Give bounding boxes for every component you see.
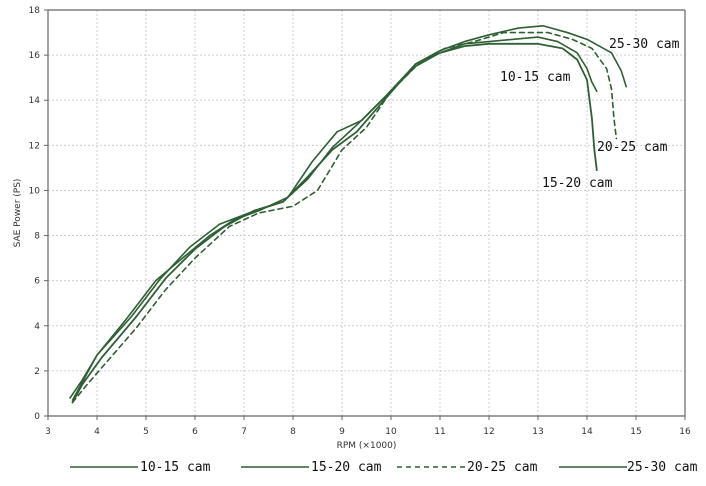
x-tick-label: 13 [532, 427, 543, 437]
x-tick-label: 15 [630, 427, 641, 437]
x-tick-label: 8 [290, 427, 296, 437]
y-tick-label: 0 [34, 412, 40, 422]
x-tick-label: 12 [483, 427, 494, 437]
series-line-20-25-cam [71, 31, 618, 404]
annotation-10-15-cam: 10-15 cam [500, 70, 571, 85]
annotation-20-25-cam: 20-25 cam [597, 140, 668, 155]
y-tick-label: 8 [34, 232, 40, 242]
series-layer [69, 24, 627, 404]
y-tick-label: 12 [29, 141, 40, 151]
annotation-25-30-cam: 25-30 cam [609, 37, 680, 52]
annotation-layer: 25-30 cam 10-15 cam 20-25 cam 15-20 cam [500, 37, 680, 191]
x-axis-label: RPM (×1000) [337, 441, 397, 451]
series-line-10-15-cam [71, 36, 598, 402]
x-tick-label: 3 [45, 427, 51, 437]
y-tick-label: 10 [29, 186, 41, 196]
legend-label-15-20-cam: 15-20 cam [311, 460, 382, 475]
y-tick-label: 18 [29, 6, 41, 16]
x-tick-label: 14 [581, 427, 593, 437]
legend-label-20-25-cam: 20-25 cam [467, 460, 538, 475]
y-tick-label: 6 [34, 277, 40, 287]
axes-layer: 3 4 5 6 7 8 9 10 11 12 13 14 15 16 0 2 4 6 8 10 12 14 16 18 RPM … [13, 6, 691, 451]
x-tick-label: 4 [94, 427, 100, 437]
x-tick-label: 16 [679, 427, 691, 437]
legend-layer: 10-15 cam 15-20 cam 20-25 cam 25-30 cam [70, 460, 698, 475]
x-tick-label: 9 [339, 427, 345, 437]
x-tick-label: 7 [241, 427, 247, 437]
y-tick-label: 14 [29, 96, 41, 106]
legend-label-10-15-cam: 10-15 cam [140, 460, 211, 475]
x-tick-label: 5 [143, 427, 149, 437]
x-tick-label: 11 [434, 427, 445, 437]
series-line-15-20-cam [71, 42, 598, 404]
y-tick-label: 4 [34, 322, 40, 332]
x-tick-label: 6 [192, 427, 198, 437]
y-tick-label: 16 [29, 51, 41, 61]
y-axis-label: SAE Power (PS) [13, 179, 23, 248]
series-line-25-30-cam [69, 24, 627, 399]
y-tick-label: 2 [34, 367, 40, 377]
annotation-15-20-cam: 15-20 cam [542, 176, 613, 191]
grid-layer [47, 9, 686, 417]
x-tick-label: 10 [385, 427, 397, 437]
legend-label-25-30-cam: 25-30 cam [627, 460, 698, 475]
